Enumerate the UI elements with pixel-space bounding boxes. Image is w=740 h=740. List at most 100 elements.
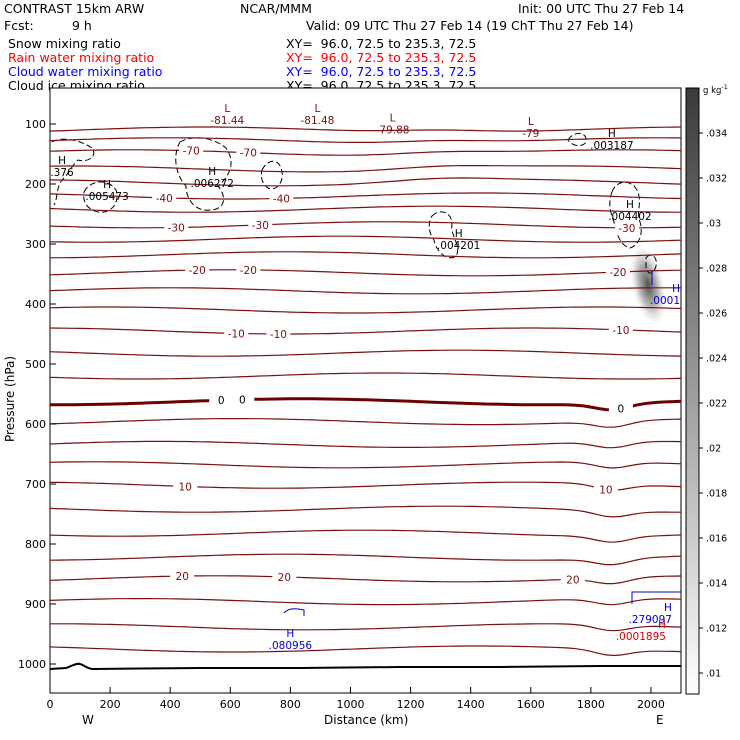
- isotherm-line: [49, 418, 682, 428]
- isotherm-label: -40: [273, 193, 290, 205]
- isotherm-label: -40: [156, 193, 173, 205]
- isotherm-label: -70: [240, 148, 257, 160]
- x-axis-west-label: W: [82, 713, 94, 727]
- x-tick-label: 2000: [637, 698, 665, 711]
- isotherm-label-bg: [614, 221, 639, 234]
- extremum-value: .279097: [629, 614, 672, 626]
- isotherm-label-bg: [173, 480, 198, 493]
- cloud-contour: [51, 138, 95, 206]
- extremum-value: -79.88: [376, 125, 410, 137]
- isotherm-label-bg: [236, 263, 261, 276]
- isotherm-label: -30: [252, 220, 269, 232]
- isotherm-line: [49, 251, 682, 259]
- legend-label-rain: Rain water mixing ratio: [8, 50, 155, 65]
- cloud-contour: [175, 137, 232, 211]
- isotherm-label: 20: [278, 572, 291, 584]
- x-tick-label: 0: [47, 698, 54, 711]
- extremum-value: .005473: [85, 191, 128, 203]
- legend-xy-snow: XY= 96.0, 72.5 to 235.3, 72.5: [286, 36, 477, 51]
- isotherm-line: [49, 137, 681, 143]
- isotherm-label-bg: [209, 394, 234, 407]
- isotherm-label-bg: [230, 393, 255, 406]
- isotherm-line: [49, 205, 681, 213]
- y-tick-label: 1000: [18, 658, 46, 671]
- x-tick-label: 1200: [397, 698, 425, 711]
- isotherm-label: -20: [609, 267, 626, 279]
- isotherm-line: [49, 165, 682, 173]
- isotherm-line: [49, 306, 682, 314]
- isotherm-label: -10: [228, 328, 245, 340]
- plot-area: [49, 87, 682, 694]
- legend-xy-cloud-water: XY= 96.0, 72.5 to 235.3, 72.5: [286, 64, 477, 79]
- cloud-contour: [567, 133, 587, 147]
- isotherm-line: [49, 645, 682, 657]
- isotherm-line: [49, 461, 682, 469]
- isotherm-label-bg: [179, 144, 204, 157]
- colorbar-tick-label: .032: [706, 174, 727, 185]
- colorbar-tick-label: .03: [706, 219, 721, 230]
- cloud-contour: [260, 160, 283, 190]
- cloud-ice-shading: [630, 245, 666, 325]
- extremum-type: L: [224, 103, 230, 115]
- colorbar-tick-label: .014: [706, 579, 727, 590]
- isotherm-line: [49, 529, 682, 543]
- isotherm-label-bg: [608, 402, 633, 415]
- organization-label: NCAR/MMM: [240, 1, 312, 16]
- init-time: Init: 00 UTC Thu 27 Feb 14: [518, 1, 685, 16]
- isotherm-line: [49, 269, 682, 277]
- extremum-value: .0001: [650, 295, 680, 307]
- cloud-contours: [51, 133, 657, 274]
- terrain-line: [49, 662, 681, 671]
- isotherm-label-bg: [224, 327, 249, 340]
- extremum-value: -81.44: [210, 115, 244, 127]
- x-tick-label: 1600: [517, 698, 545, 711]
- extremum-type: H: [626, 199, 634, 211]
- cloud-contour: [83, 181, 118, 213]
- isotherm-label: 10: [599, 484, 612, 496]
- colorbar-tick-label: .012: [706, 624, 727, 635]
- extremum-type: H: [455, 228, 463, 240]
- colorbar-tick-label: .01: [706, 669, 721, 680]
- colorbar-tick-label: .026: [706, 309, 727, 320]
- extremum-value: .376: [50, 167, 74, 179]
- isotherm-line: [49, 235, 682, 243]
- isotherm-line: [49, 440, 682, 449]
- isotherm-label-bg: [272, 570, 297, 583]
- isotherm-line: [49, 287, 682, 295]
- isotherm-line: [49, 598, 682, 606]
- colorbar-tick-label: .018: [706, 489, 727, 500]
- legend-label-cloud-water: Cloud water mixing ratio: [8, 64, 163, 79]
- isotherm-label: -10: [270, 329, 287, 341]
- extremum-type: H: [103, 179, 111, 191]
- colorbar-tick-label: .022: [706, 399, 727, 410]
- x-tick-label: 400: [160, 698, 181, 711]
- y-tick-label: 300: [25, 238, 46, 251]
- valid-time: Valid: 09 UTC Thu 27 Feb 14 (19 ChT Thu …: [306, 18, 634, 33]
- y-axis-label: Pressure (hPa): [3, 356, 17, 442]
- isotherm-line: [49, 505, 681, 518]
- y-tick-label: 600: [25, 418, 46, 431]
- isotherm-line: [49, 177, 682, 187]
- colorbar-tick-label: .02: [706, 444, 721, 455]
- isotherm-label: -70: [183, 146, 200, 158]
- isotherm-label: -30: [618, 223, 635, 235]
- isotherm-label-bg: [266, 327, 291, 340]
- isotherm-line: [49, 553, 682, 566]
- isotherm-label-bg: [164, 221, 189, 234]
- x-tick-label: 1800: [577, 698, 605, 711]
- extremum-type: H: [286, 628, 294, 640]
- y-tick-label: 200: [25, 178, 46, 191]
- extremum-type: L: [390, 113, 396, 125]
- x-tick-label: 200: [100, 698, 121, 711]
- isotherm-label: 20: [176, 571, 189, 583]
- y-tick-label: 400: [25, 298, 46, 311]
- cloud-water-bracket: [631, 591, 681, 604]
- isotherm-label-bg: [236, 146, 261, 159]
- isotherm-label: 0: [218, 395, 225, 407]
- y-tick-label: 700: [25, 478, 46, 491]
- extremum-type: H: [672, 283, 680, 295]
- isotherm-label: -10: [612, 325, 629, 337]
- isotherm-label-bg: [152, 191, 177, 204]
- isotherm-line: [50, 623, 682, 632]
- isotherm-label-bg: [248, 218, 273, 231]
